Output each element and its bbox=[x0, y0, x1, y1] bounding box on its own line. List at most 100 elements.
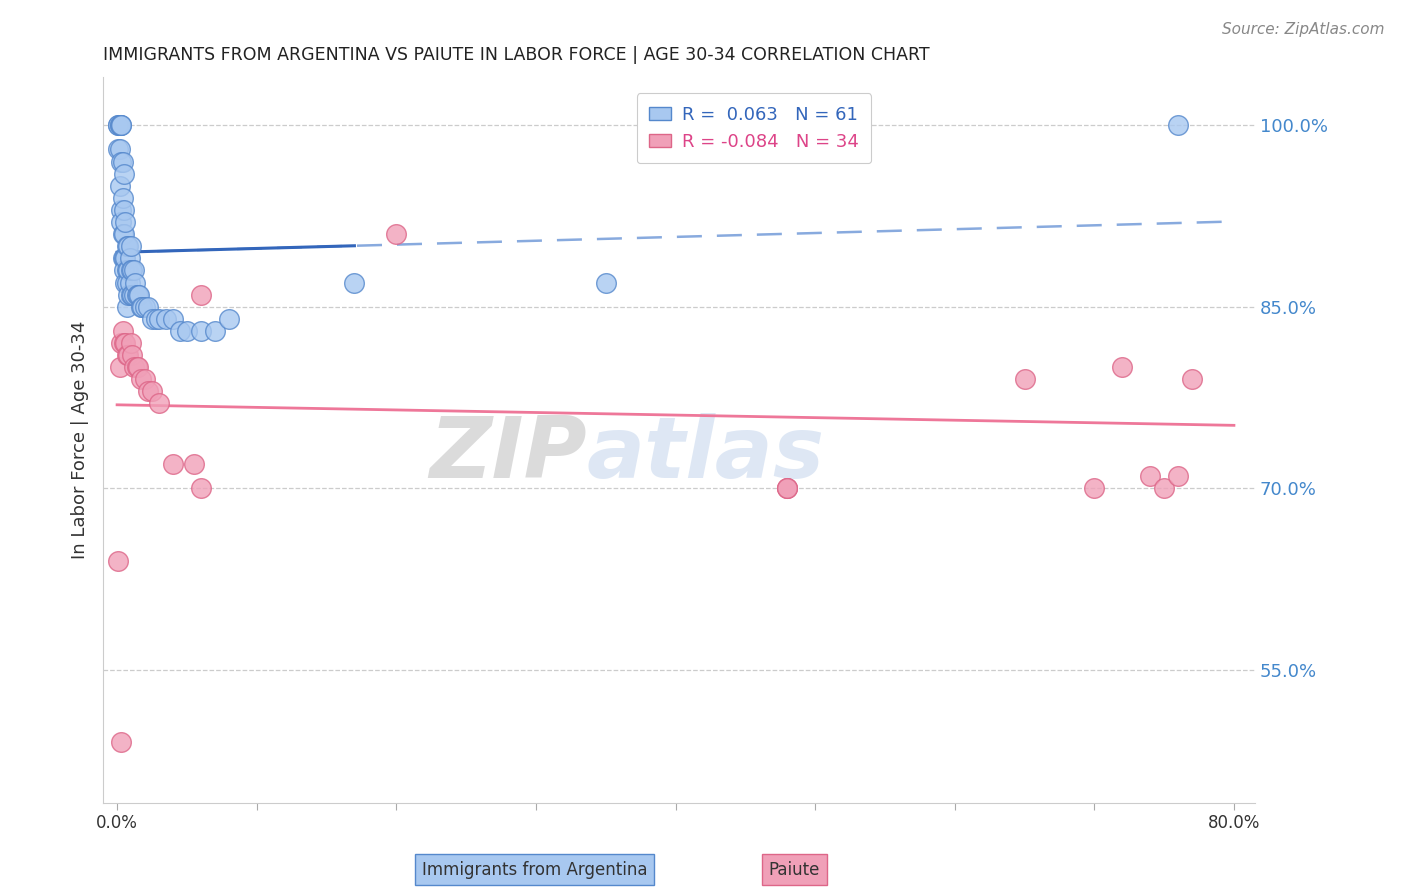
Point bbox=[1153, 481, 1175, 495]
Point bbox=[111, 154, 134, 169]
Point bbox=[776, 481, 799, 495]
Point bbox=[776, 481, 799, 495]
Point bbox=[183, 457, 205, 471]
Point bbox=[112, 252, 135, 266]
Point bbox=[121, 348, 143, 362]
Point bbox=[1014, 372, 1036, 386]
Point bbox=[127, 287, 149, 301]
Point bbox=[118, 276, 141, 290]
Point bbox=[190, 324, 212, 338]
Point bbox=[131, 300, 153, 314]
Point bbox=[107, 554, 129, 568]
Point bbox=[129, 372, 152, 386]
Point bbox=[107, 118, 129, 132]
Point bbox=[110, 735, 132, 749]
Point bbox=[128, 287, 150, 301]
Point bbox=[121, 263, 143, 277]
Point bbox=[155, 311, 177, 326]
Point bbox=[108, 178, 131, 193]
Point bbox=[120, 287, 142, 301]
Point bbox=[112, 202, 135, 217]
Point bbox=[218, 311, 240, 326]
Point bbox=[134, 300, 156, 314]
Point bbox=[162, 457, 184, 471]
Point bbox=[1167, 118, 1189, 132]
Point bbox=[110, 118, 132, 132]
Point bbox=[111, 324, 134, 338]
Legend: R =  0.063   N = 61, R = -0.084   N = 34: R = 0.063 N = 61, R = -0.084 N = 34 bbox=[637, 93, 872, 163]
Point bbox=[124, 276, 146, 290]
Point bbox=[136, 384, 159, 399]
Point bbox=[114, 336, 136, 351]
Point bbox=[110, 336, 132, 351]
Point bbox=[190, 287, 212, 301]
Point bbox=[110, 202, 132, 217]
Point bbox=[115, 300, 138, 314]
Point bbox=[108, 360, 131, 375]
Point bbox=[110, 154, 132, 169]
Point bbox=[204, 324, 226, 338]
Point bbox=[162, 311, 184, 326]
Point bbox=[110, 118, 132, 132]
Point bbox=[121, 287, 143, 301]
Point bbox=[108, 118, 131, 132]
Point bbox=[141, 311, 163, 326]
Point bbox=[190, 481, 212, 495]
Point bbox=[115, 263, 138, 277]
Point bbox=[111, 191, 134, 205]
Point bbox=[176, 324, 198, 338]
Point bbox=[107, 118, 129, 132]
Point bbox=[141, 384, 163, 399]
Text: ZIP: ZIP bbox=[429, 413, 586, 496]
Point bbox=[134, 372, 156, 386]
Point bbox=[117, 239, 139, 253]
Point bbox=[127, 360, 149, 375]
Point bbox=[115, 276, 138, 290]
Point bbox=[1111, 360, 1133, 375]
Point bbox=[111, 252, 134, 266]
Point bbox=[1083, 481, 1105, 495]
Point bbox=[595, 276, 617, 290]
Point bbox=[1139, 469, 1161, 483]
Point bbox=[115, 348, 138, 362]
Point bbox=[122, 360, 145, 375]
Point bbox=[148, 311, 170, 326]
Point bbox=[148, 396, 170, 410]
Text: Source: ZipAtlas.com: Source: ZipAtlas.com bbox=[1222, 22, 1385, 37]
Y-axis label: In Labor Force | Age 30-34: In Labor Force | Age 30-34 bbox=[72, 320, 89, 559]
Point bbox=[125, 287, 148, 301]
Point bbox=[122, 263, 145, 277]
Point bbox=[117, 287, 139, 301]
Point bbox=[1181, 372, 1204, 386]
Point bbox=[115, 239, 138, 253]
Point bbox=[108, 143, 131, 157]
Point bbox=[114, 276, 136, 290]
Point bbox=[136, 300, 159, 314]
Point bbox=[169, 324, 191, 338]
Point bbox=[107, 143, 129, 157]
Point bbox=[112, 167, 135, 181]
Point bbox=[1167, 469, 1189, 483]
Point bbox=[111, 227, 134, 241]
Point bbox=[118, 252, 141, 266]
Point bbox=[117, 348, 139, 362]
Text: atlas: atlas bbox=[586, 413, 825, 496]
Point bbox=[114, 252, 136, 266]
Point bbox=[776, 481, 799, 495]
Text: Paiute: Paiute bbox=[769, 861, 820, 879]
Point bbox=[385, 227, 408, 241]
Point bbox=[114, 215, 136, 229]
Point bbox=[120, 263, 142, 277]
Point bbox=[112, 336, 135, 351]
Point bbox=[110, 215, 132, 229]
Text: Immigrants from Argentina: Immigrants from Argentina bbox=[422, 861, 647, 879]
Point bbox=[117, 263, 139, 277]
Point bbox=[108, 118, 131, 132]
Point bbox=[112, 227, 135, 241]
Point bbox=[112, 263, 135, 277]
Point bbox=[120, 239, 142, 253]
Point bbox=[343, 276, 366, 290]
Point bbox=[129, 300, 152, 314]
Text: IMMIGRANTS FROM ARGENTINA VS PAIUTE IN LABOR FORCE | AGE 30-34 CORRELATION CHART: IMMIGRANTS FROM ARGENTINA VS PAIUTE IN L… bbox=[103, 46, 929, 64]
Point bbox=[145, 311, 167, 326]
